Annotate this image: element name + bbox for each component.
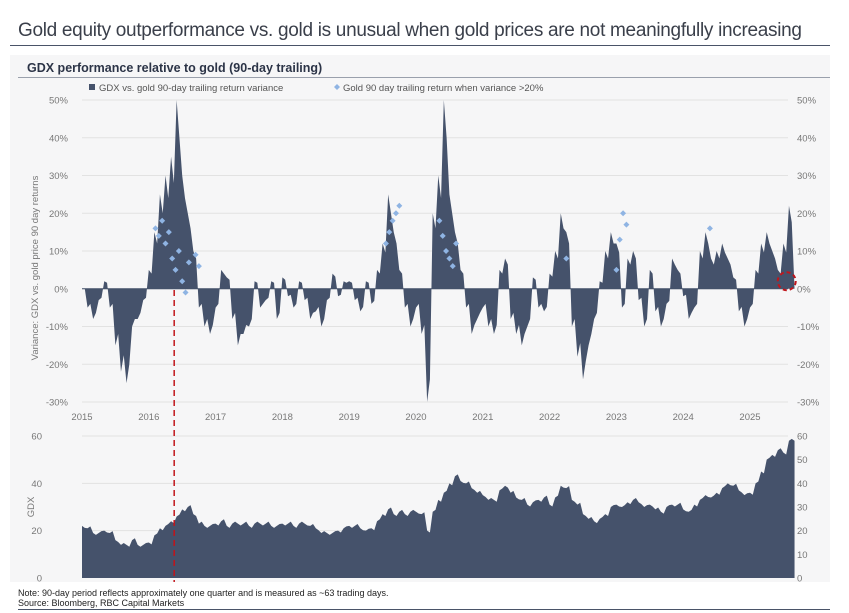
page-title: Gold equity outperformance vs. gold is u… [18, 20, 802, 41]
legend-label-variance: GDX vs. gold 90-day trailing return vari… [99, 83, 283, 94]
y-tick-right: -10% [797, 322, 820, 333]
x-tick: 2024 [673, 412, 694, 423]
scatter-point [162, 240, 169, 247]
x-tick: 2021 [472, 412, 493, 423]
scatter-point [155, 232, 162, 239]
legend-swatch-variance [89, 84, 95, 90]
chart-panel [10, 55, 830, 582]
y-tick-left: 10% [49, 247, 69, 258]
y-tick-left: -10% [46, 322, 69, 333]
y-tick-right: 50% [797, 96, 817, 107]
scatter-point [443, 248, 450, 254]
variance-area [82, 100, 795, 402]
gdx-y-tick-left: 0 [37, 574, 42, 585]
scatter-point [616, 236, 623, 243]
y-tick-left: 0% [54, 284, 68, 295]
y-tick-left: 20% [49, 209, 69, 220]
scatter-point [195, 263, 202, 270]
x-tick: 2016 [138, 412, 159, 423]
highlight-circle [776, 271, 797, 292]
y-axis-label: Variance: GDX vs. gold price 90 day retu… [30, 175, 41, 360]
note-text: Note: 90-day period reflects approximate… [18, 588, 389, 598]
gdx-y-tick-right: 10 [797, 550, 808, 561]
scatter-point [620, 210, 627, 217]
scatter-point [165, 229, 172, 236]
y-tick-right: -30% [797, 398, 820, 409]
x-tick: 2022 [539, 412, 560, 423]
scatter-point [563, 255, 570, 262]
y-tick-left: -20% [46, 360, 69, 371]
scatter-point [175, 248, 182, 254]
y-tick-right: -20% [797, 360, 820, 371]
x-tick: 2025 [739, 412, 760, 423]
y-tick-left: 30% [49, 171, 69, 182]
y-tick-right: 40% [797, 133, 817, 144]
scatter-point [152, 225, 159, 232]
gdx-y-tick-right: 20 [797, 526, 808, 537]
scatter-point [453, 240, 460, 247]
scatter-point [389, 217, 396, 224]
x-tick: 2018 [272, 412, 293, 423]
y-tick-right: 20% [797, 209, 817, 220]
gdx-y-tick-right: 0 [797, 574, 802, 585]
scatter-point [159, 217, 166, 224]
scatter-point [182, 289, 189, 296]
scatter-point [396, 202, 403, 209]
x-tick: 2017 [205, 412, 226, 423]
x-tick: 2023 [606, 412, 627, 423]
gdx-y-tick-right: 30 [797, 503, 808, 514]
gdx-y-tick-right: 40 [797, 479, 808, 490]
source-text: Source: Bloomberg, RBC Capital Markets [18, 598, 185, 608]
gdx-y-axis-label: GDX [26, 496, 37, 517]
scatter-point [449, 263, 456, 270]
gdx-y-tick-left: 40 [31, 479, 42, 490]
y-tick-right: 0% [797, 284, 811, 295]
footnote: Note: 90-day period reflects approximate… [18, 588, 388, 608]
scatter-point [185, 259, 192, 266]
y-tick-left: 50% [49, 96, 69, 107]
gdx-y-tick-left: 60 [31, 432, 42, 443]
scatter-point [392, 210, 399, 217]
y-tick-right: 30% [797, 171, 817, 182]
scatter-point [386, 229, 393, 236]
x-tick: 2019 [339, 412, 360, 423]
y-tick-right: 10% [797, 247, 817, 258]
footer-divider [18, 609, 830, 610]
scatter-point [172, 266, 179, 273]
scatter-point [192, 251, 199, 258]
scatter-point [613, 266, 620, 273]
subtitle-divider [18, 77, 830, 78]
legend-swatch-gold [334, 84, 340, 90]
x-tick: 2015 [71, 412, 92, 423]
scatter-point [446, 255, 453, 262]
legend-label-gold: Gold 90 day trailing return when varianc… [343, 83, 544, 94]
scatter-point [706, 225, 713, 232]
scatter-point [169, 255, 176, 262]
gdx-y-tick-right: 60 [797, 432, 808, 443]
gdx-y-tick-right: 50 [797, 455, 808, 466]
y-tick-left: -30% [46, 398, 69, 409]
title-divider [10, 45, 830, 46]
chart-subtitle: GDX performance relative to gold (90-day… [27, 61, 323, 75]
gdx-y-tick-left: 20 [31, 526, 42, 537]
y-tick-left: 40% [49, 133, 69, 144]
scatter-point [382, 240, 389, 247]
scatter-point [439, 232, 446, 239]
gdx-price-area [82, 438, 795, 578]
x-tick: 2020 [405, 412, 426, 423]
scatter-point [436, 217, 443, 224]
scatter-point [623, 221, 630, 228]
scatter-point [179, 278, 186, 285]
